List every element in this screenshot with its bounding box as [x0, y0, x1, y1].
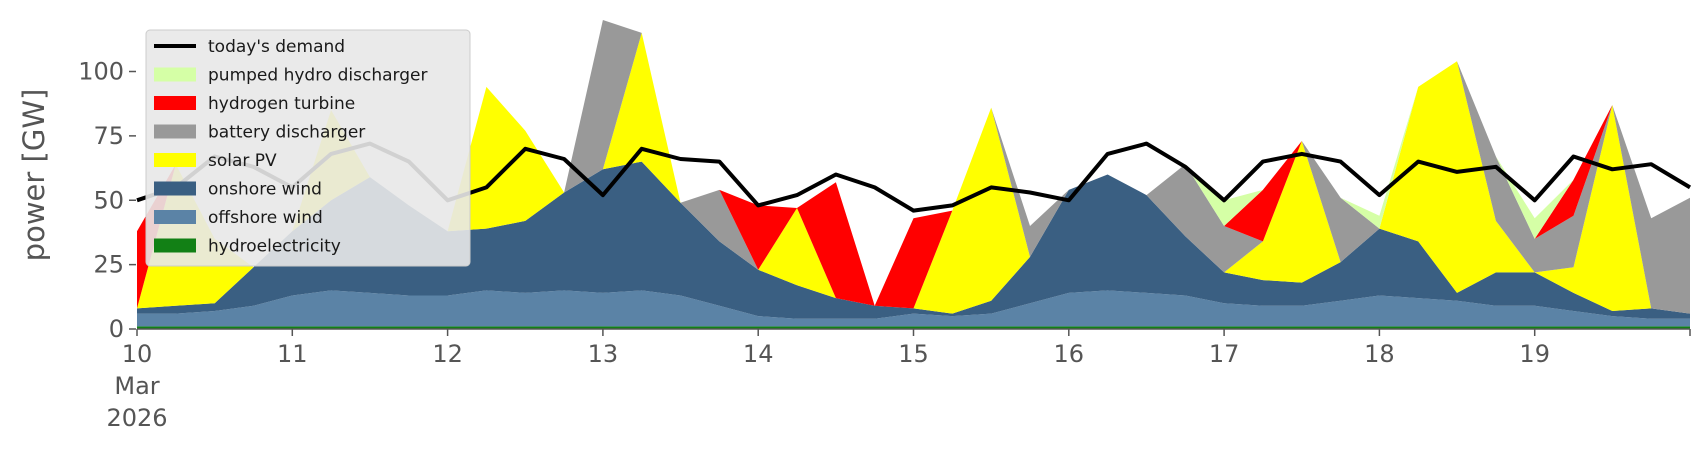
- legend-swatch-battery-discharger: [154, 124, 196, 139]
- x-tick-label: 17: [1209, 340, 1240, 368]
- y-tick-label: 75: [93, 122, 124, 150]
- x-tick-label: 18: [1364, 340, 1395, 368]
- legend-label-solar-pv: solar PV: [208, 151, 277, 171]
- legend-label-today-s-demand: today's demand: [208, 37, 345, 57]
- x-tick-label: 12: [432, 340, 463, 368]
- legend-label-pumped-hydro-discharger: pumped hydro discharger: [208, 66, 427, 86]
- y-tick-label: 100: [78, 58, 124, 86]
- x-tick-label: 15: [898, 340, 929, 368]
- area-hydrogen-turbine: [137, 20, 1690, 309]
- legend-label-hydrogen-turbine: hydrogen turbine: [208, 94, 355, 114]
- area-onshore-wind: [137, 161, 1690, 319]
- axes: 0 25 50 75 100 10 Mar 2026 11 12 13 14 15 16 17 18 19 pow…: [17, 58, 1691, 432]
- area-solar-pv: [137, 32, 1690, 314]
- legend-label-battery-discharger: battery discharger: [208, 123, 365, 143]
- legend: today's demand pumped hydro discharger hyd…: [145, 29, 471, 267]
- legend-swatch-hydroelectricity: [154, 238, 196, 253]
- legend-box: [145, 29, 471, 267]
- legend-swatch-solar-pv: [154, 153, 196, 167]
- legend-label-offshore-wind: offshore wind: [208, 208, 323, 228]
- x-tick-label: 19: [1519, 340, 1550, 368]
- legend-swatch-hydrogen-turbine: [154, 96, 196, 110]
- x-tick-label: 10: [122, 340, 153, 368]
- legend-swatch-onshore-wind: [154, 181, 196, 196]
- area-offshore-wind: [137, 290, 1690, 327]
- y-tick-label: 25: [93, 251, 124, 279]
- y-axis-label: power [GW]: [17, 89, 51, 262]
- legend-label-onshore-wind: onshore wind: [208, 180, 322, 200]
- x-tick-label: 16: [1054, 340, 1085, 368]
- x-tick-label: 13: [588, 340, 619, 368]
- y-tick-label: 50: [93, 186, 124, 214]
- legend-label-hydroelectricity: hydroelectricity: [208, 237, 341, 257]
- x-tick-label: 14: [743, 340, 774, 368]
- x-tick-sublabel: 2026: [106, 404, 167, 432]
- x-tick-label: 11: [277, 340, 308, 368]
- x-tick-sublabel: Mar: [114, 372, 159, 400]
- legend-swatch-offshore-wind: [154, 210, 196, 224]
- y-tick-label: 0: [109, 315, 124, 343]
- legend-swatch-pumped-hydro-discharger: [154, 67, 196, 82]
